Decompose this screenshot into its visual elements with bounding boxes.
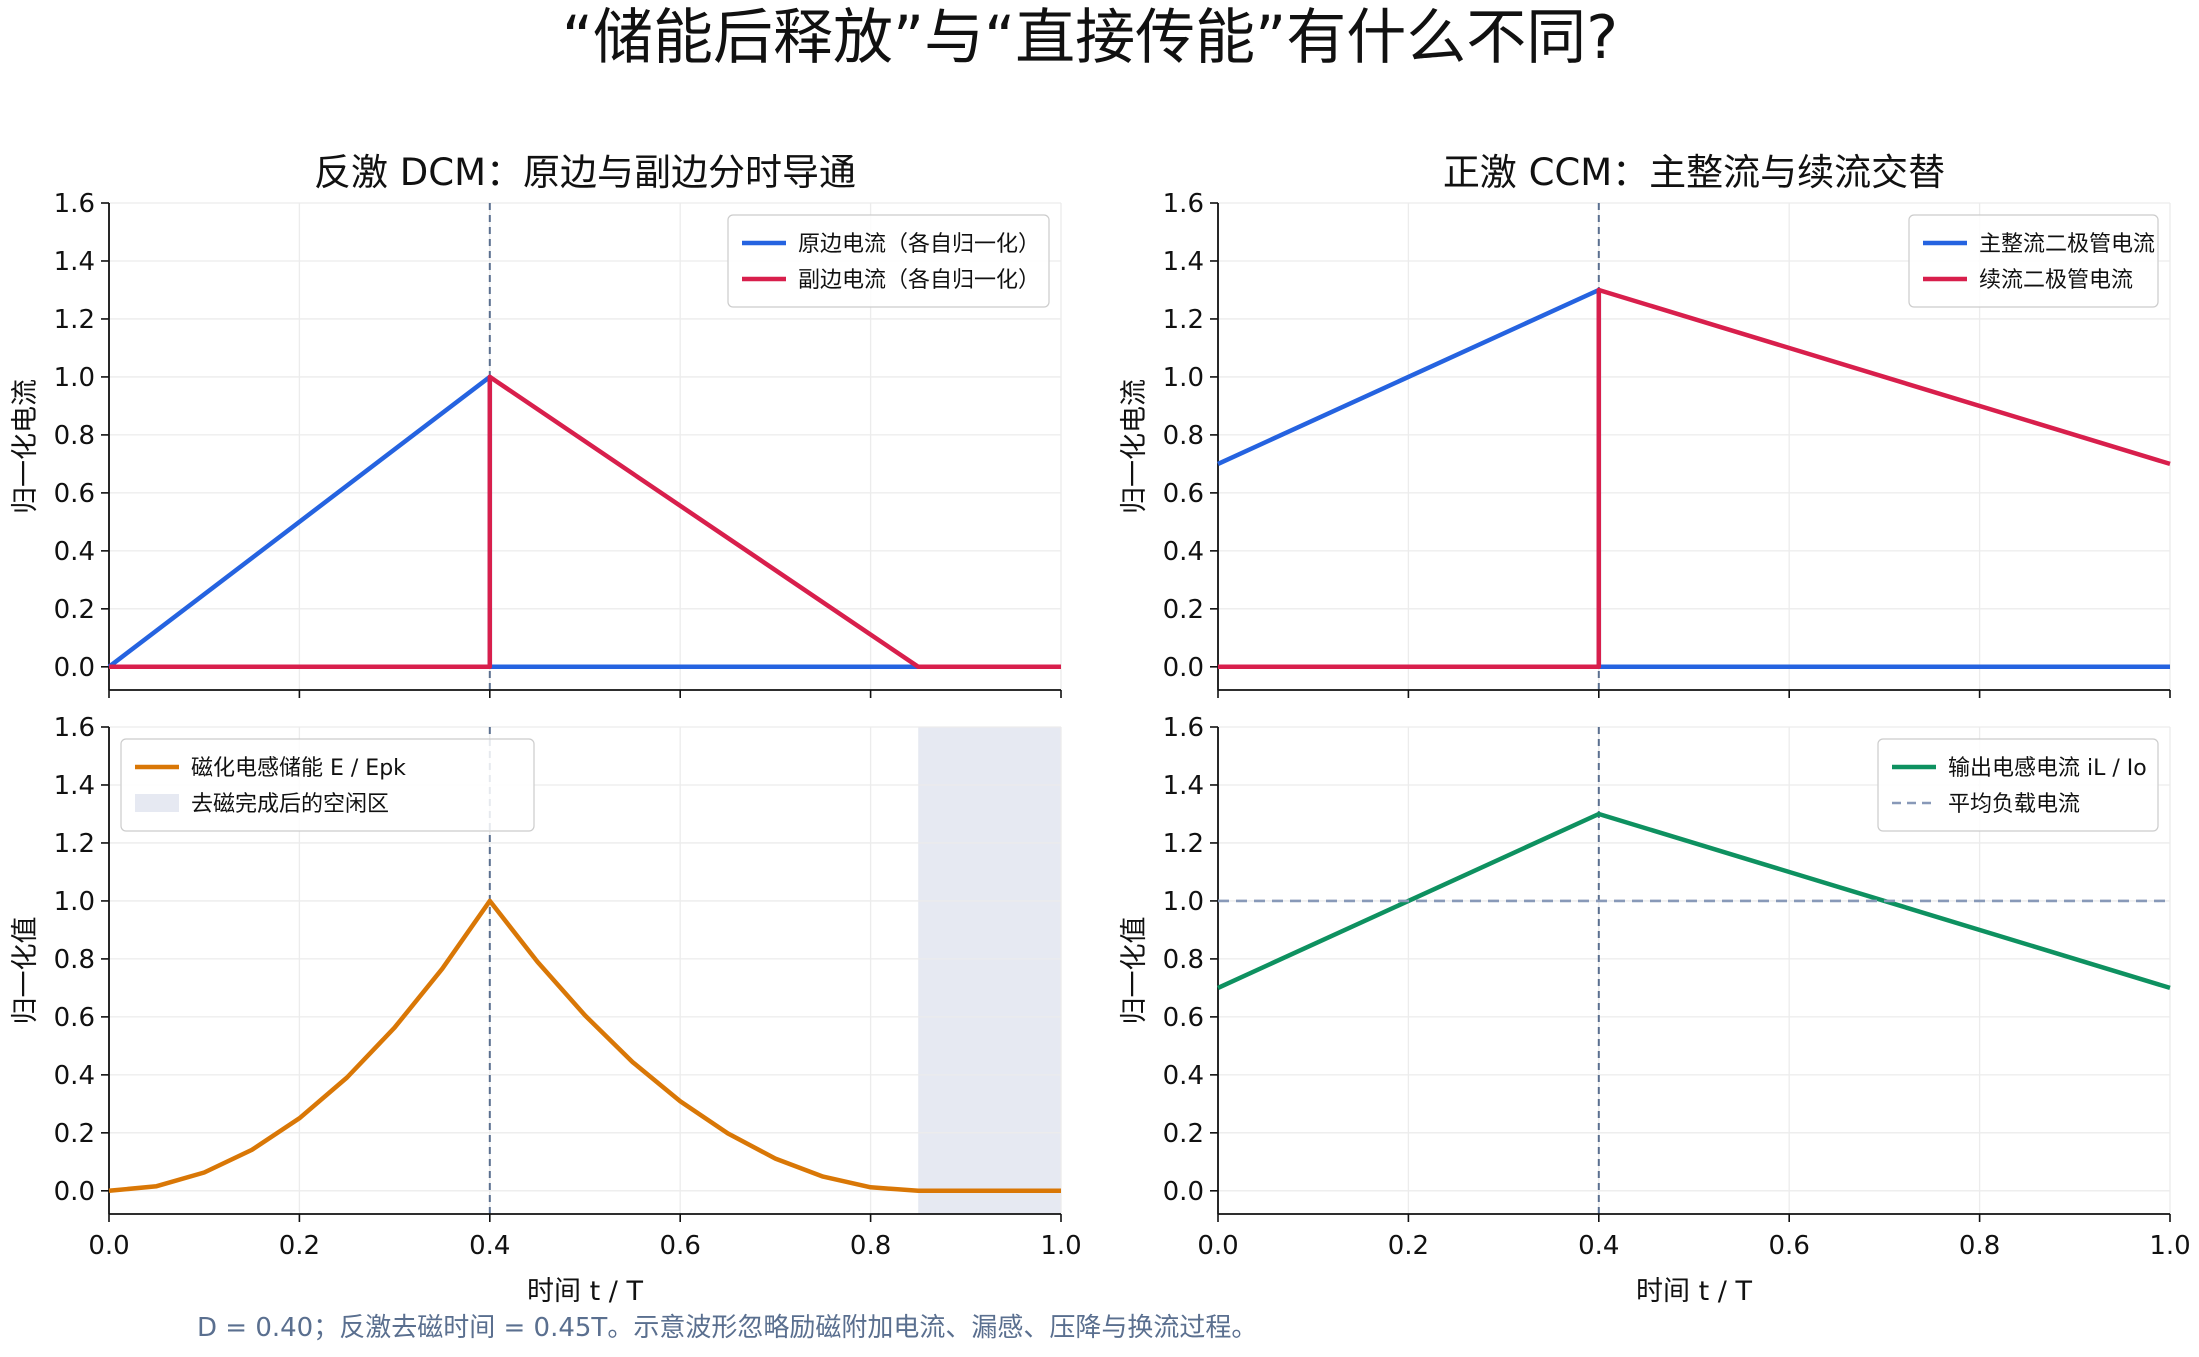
legend: 原边电流（各自归一化） 副边电流（各自归一化） [727, 214, 1050, 308]
y-tick-label: 1.0 [1163, 363, 1204, 393]
panel-3: 0.0 0.2 0.4 0.6 0.8 1.0 0.0 0.2 0.4 0.6 0.8 1.0 1.2 1… [10, 713, 1082, 1307]
panel-title: 正激 CCM：主整流与续流交替 [1443, 151, 1945, 194]
series-line-1 [107, 374, 1061, 670]
y-tick-label: 0.0 [1163, 653, 1204, 683]
figure-title: “储能后释放”与“直接传能”有什么不同? [562, 3, 1618, 73]
legend-label: 平均负载电流 [1948, 792, 2080, 817]
y-tick-label: 1.4 [1163, 247, 1204, 277]
legend-box [1908, 214, 2159, 308]
legend-label: 输出电感电流 iL / Io [1948, 756, 2147, 781]
y-tick-label: 0.0 [54, 1177, 95, 1207]
y-tick-label: 0.4 [1163, 537, 1204, 567]
legend-label: 原边电流（各自归一化） [798, 232, 1040, 257]
shade-region [918, 727, 1061, 1214]
y-tick-label: 0.8 [54, 945, 95, 975]
panel-2: 0.0 0.2 0.4 0.6 0.8 1.0 1.2 1.4 1.6 正激 CCM：主整流与续流… [1119, 151, 2171, 698]
y-tick-label: 1.2 [54, 305, 95, 335]
y-tick-label: 1.6 [1163, 713, 1204, 743]
y-tick-label: 1.0 [1163, 887, 1204, 917]
y-tick-label: 0.6 [54, 1003, 95, 1033]
y-tick-label: 0.4 [1163, 1061, 1204, 1091]
y-tick-label: 0.8 [1163, 945, 1204, 975]
panel-1: 0.0 0.2 0.4 0.6 0.8 1.0 1.2 1.4 1.6 反激 DCM：原边与副边分… [10, 151, 1062, 698]
x-tick-label: 1.0 [2149, 1231, 2190, 1261]
legend: 磁化电感储能 E / Epk 去磁完成后的空闲区 [120, 738, 535, 832]
x-tick-label: 0.4 [1578, 1231, 1619, 1261]
x-axis-label: 时间 t / T [1636, 1276, 1752, 1307]
y-tick-label: 1.6 [54, 713, 95, 743]
series-line-2 [109, 374, 1061, 670]
y-tick-label: 1.2 [54, 829, 95, 859]
x-tick-label: 0.8 [1959, 1231, 2000, 1261]
y-axis-label: 归一化电流 [1119, 379, 1150, 514]
y-tick-label: 0.6 [54, 479, 95, 509]
y-tick-label: 1.4 [54, 771, 95, 801]
x-tick-label: 0.2 [279, 1231, 320, 1261]
x-tick-label: 0.0 [1197, 1231, 1238, 1261]
y-axis-label: 归一化值 [1119, 917, 1150, 1025]
x-tick-label: 0.2 [1388, 1231, 1429, 1261]
y-tick-label: 0.4 [54, 537, 95, 567]
legend: 输出电感电流 iL / Io 平均负载电流 [1877, 738, 2159, 832]
y-tick-label: 0.8 [54, 421, 95, 451]
footnote: D = 0.40；反激去磁时间 = 0.45T。示意波形忽略励磁附加电流、漏感、… [197, 1313, 1257, 1343]
panel-title: 反激 DCM：原边与副边分时导通 [314, 151, 856, 194]
y-tick-label: 1.2 [1163, 829, 1204, 859]
y-tick-label: 1.4 [54, 247, 95, 277]
x-axis-label: 时间 t / T [527, 1276, 643, 1307]
series-line-1 [1217, 287, 2170, 670]
y-tick-label: 1.0 [54, 887, 95, 917]
legend-label: 去磁完成后的空闲区 [191, 792, 389, 817]
y-axis-label: 归一化电流 [10, 379, 41, 514]
legend-label: 副边电流（各自归一化） [798, 268, 1040, 293]
legend-label: 主整流二极管电流 [1979, 232, 2155, 257]
x-tick-label: 1.0 [1040, 1231, 1081, 1261]
y-tick-label: 0.2 [54, 1119, 95, 1149]
panel-4: 0.0 0.2 0.4 0.6 0.8 1.0 0.0 0.2 0.4 0.6 0.8 1.0 1.2 1… [1119, 713, 2191, 1307]
y-tick-label: 0.2 [1163, 1119, 1204, 1149]
legend-label: 续流二极管电流 [1979, 268, 2133, 293]
legend-label: 磁化电感储能 E / Epk [191, 756, 406, 781]
series-line-1 [1217, 811, 2171, 991]
legend-swatch [135, 794, 179, 812]
y-axis-label: 归一化值 [10, 917, 41, 1025]
y-tick-label: 0.2 [54, 595, 95, 625]
legend-box [120, 738, 535, 832]
panels: 0.0 0.2 0.4 0.6 0.8 1.0 1.2 1.4 1.6 反激 DCM：原边与副边分… [10, 151, 2191, 1307]
x-tick-label: 0.8 [850, 1231, 891, 1261]
y-tick-label: 0.8 [1163, 421, 1204, 451]
y-tick-label: 1.0 [54, 363, 95, 393]
y-tick-label: 0.0 [54, 653, 95, 683]
y-tick-label: 0.6 [1163, 479, 1204, 509]
x-tick-label: 0.6 [660, 1231, 701, 1261]
y-tick-label: 0.6 [1163, 1003, 1204, 1033]
y-tick-label: 0.2 [1163, 595, 1204, 625]
legend-box [1877, 738, 2159, 832]
legend-box [727, 214, 1050, 308]
y-tick-label: 0.0 [1163, 1177, 1204, 1207]
y-tick-label: 1.6 [54, 189, 95, 219]
x-tick-label: 0.0 [88, 1231, 129, 1261]
y-tick-label: 1.2 [1163, 305, 1204, 335]
y-tick-label: 1.4 [1163, 771, 1204, 801]
x-tick-label: 0.4 [469, 1231, 510, 1261]
y-tick-label: 1.6 [1163, 189, 1204, 219]
x-tick-label: 0.6 [1769, 1231, 1810, 1261]
y-tick-label: 0.4 [54, 1061, 95, 1091]
series-line-2 [1218, 287, 2171, 670]
series-line-1 [108, 898, 1061, 1194]
